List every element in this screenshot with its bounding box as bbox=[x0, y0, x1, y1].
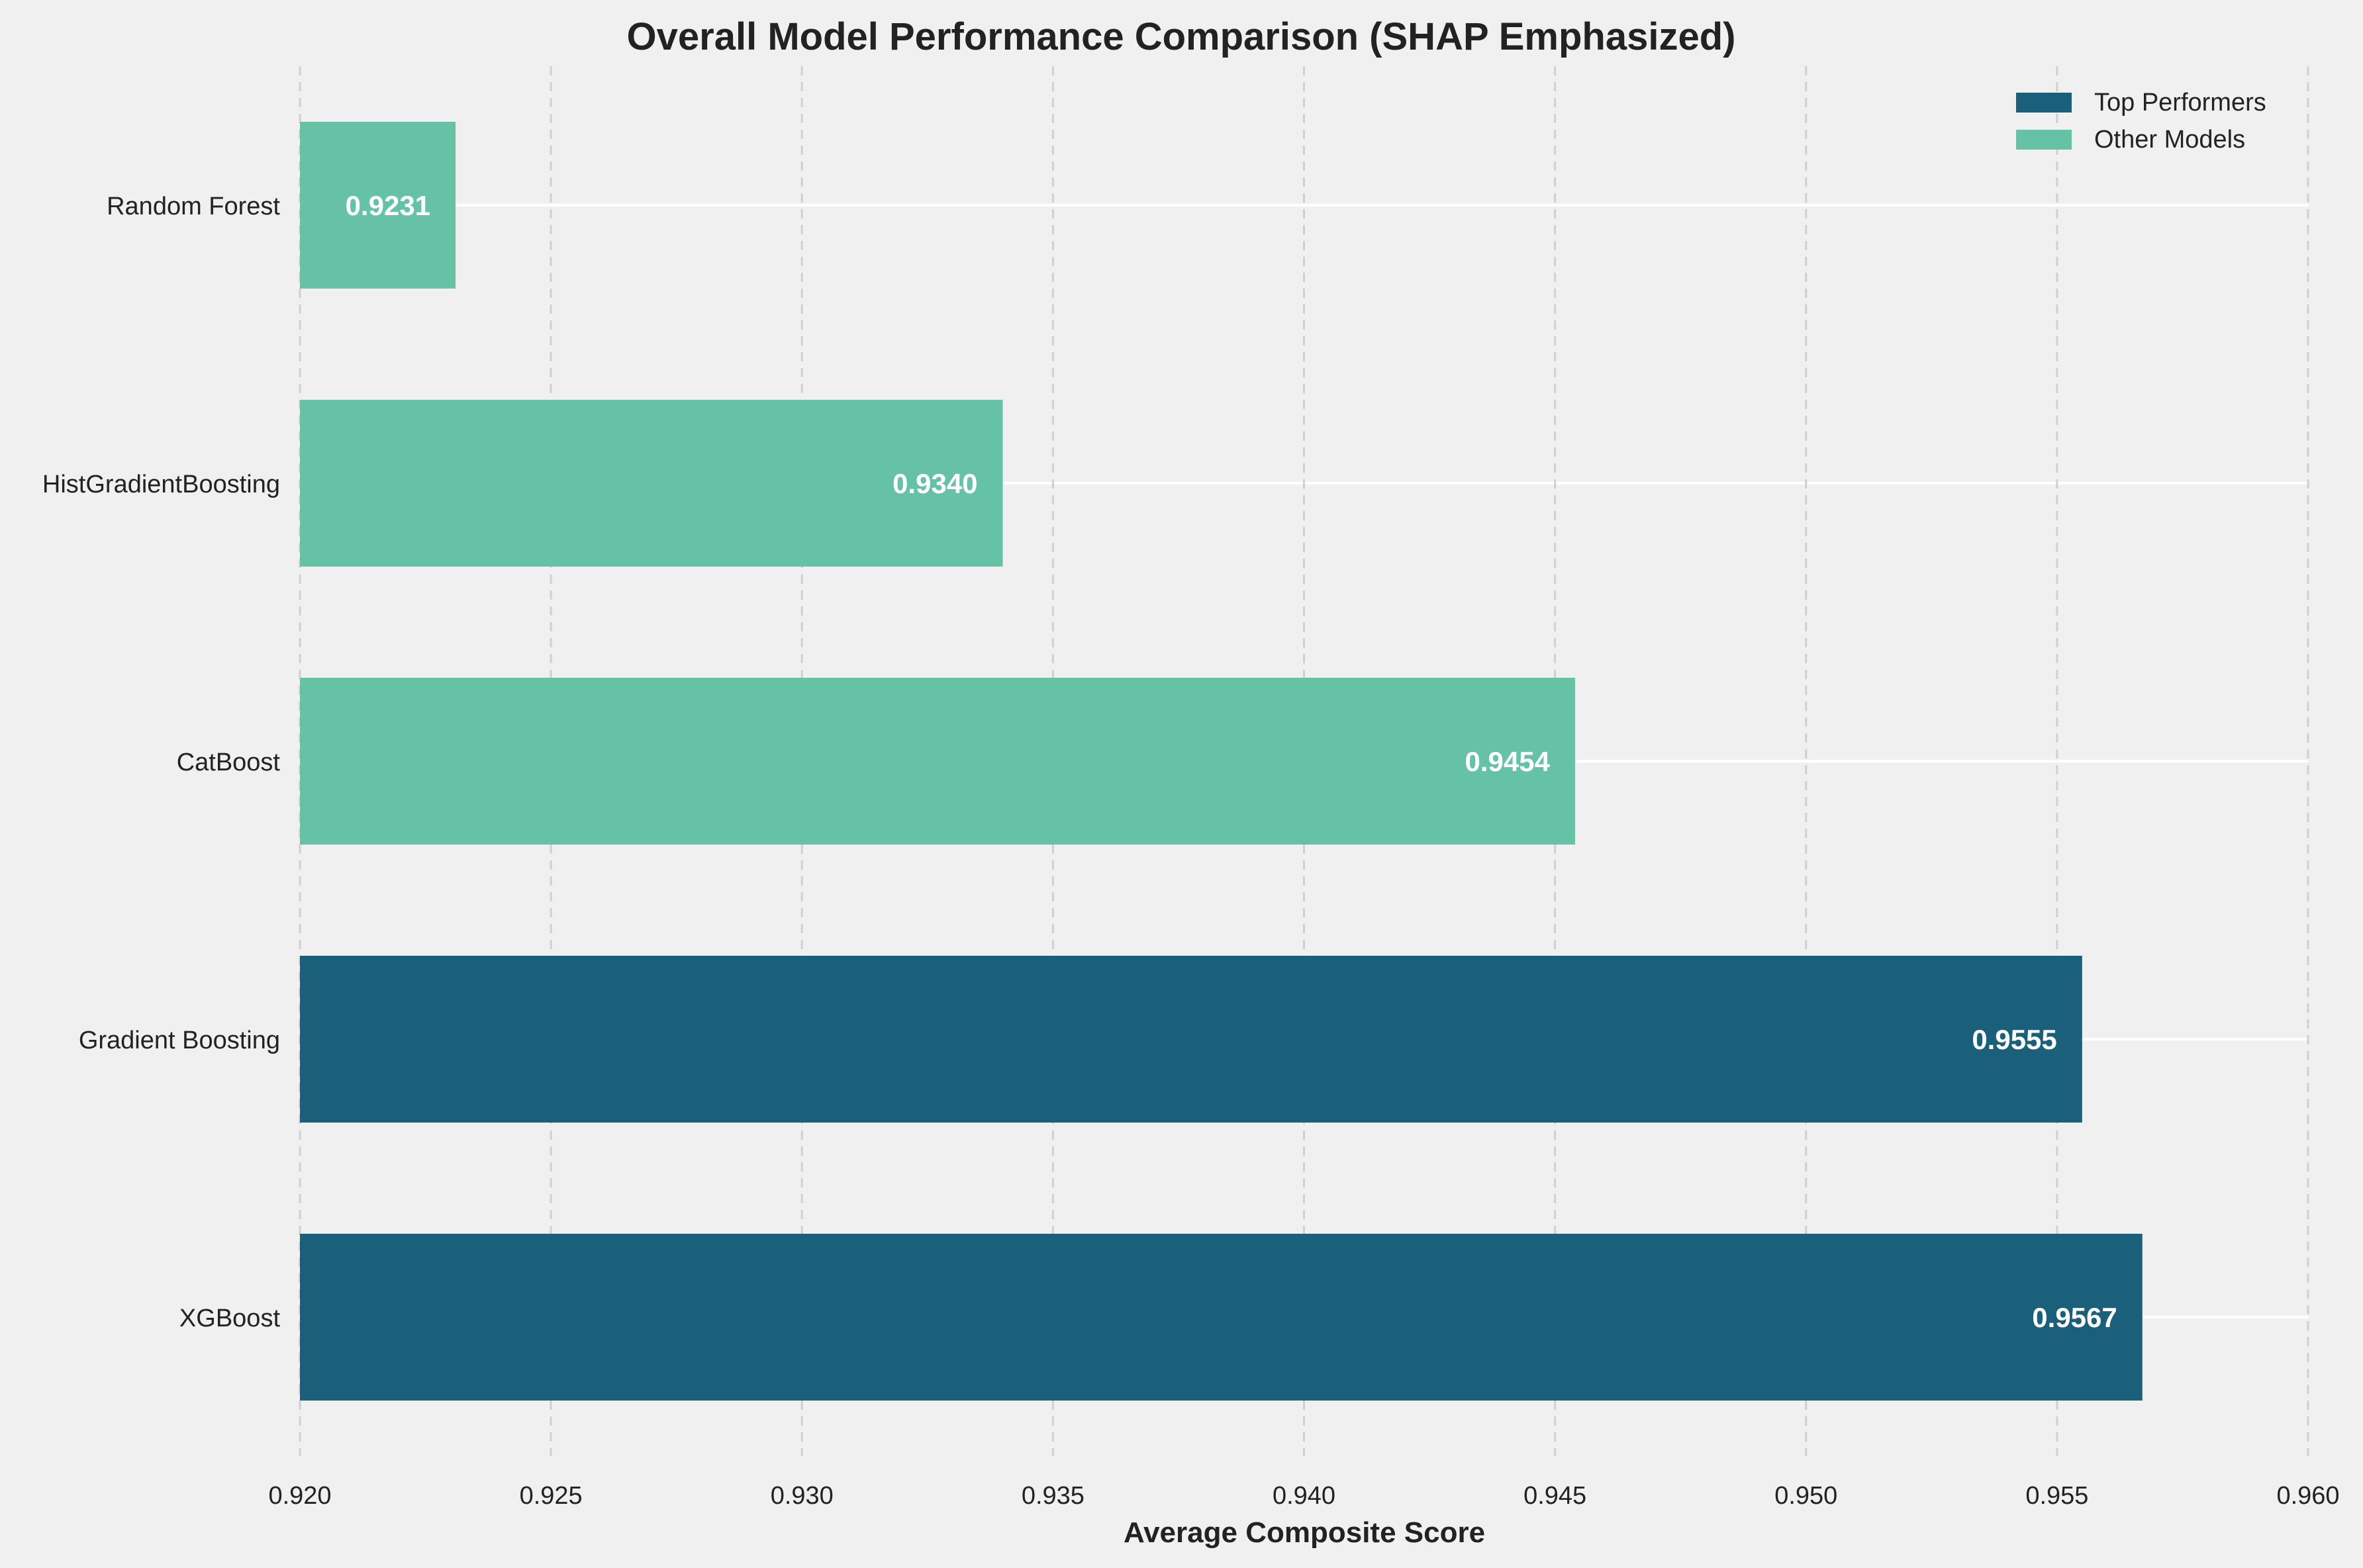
x-tick-label: 0.930 bbox=[771, 1482, 834, 1510]
y-tick-label: CatBoost bbox=[177, 749, 281, 776]
axis-ticks: XGBoost Gradient Boosting CatBoost HistGrad… bbox=[42, 193, 2340, 1510]
bar-value-label: 0.9567 bbox=[2032, 1302, 2117, 1333]
x-axis-label: Average Composite Score bbox=[1124, 1516, 1485, 1549]
bar bbox=[300, 122, 456, 289]
bar-value-label: 0.9340 bbox=[892, 468, 977, 499]
legend-label: Top Performers bbox=[2094, 89, 2266, 116]
x-tick-label: 0.935 bbox=[1022, 1482, 1085, 1510]
x-tick-label: 0.960 bbox=[2276, 1482, 2339, 1510]
bar-value-label: 0.9555 bbox=[1972, 1024, 2056, 1055]
x-tick-label: 0.955 bbox=[2025, 1482, 2088, 1510]
y-tick-label: Gradient Boosting bbox=[79, 1027, 280, 1054]
bar bbox=[300, 678, 1575, 845]
y-tick-label: HistGradientBoosting bbox=[42, 471, 280, 498]
x-tick-label: 0.945 bbox=[1523, 1482, 1586, 1510]
bar bbox=[300, 956, 2082, 1123]
bar-value-label: 0.9454 bbox=[1465, 746, 1550, 777]
bars: 0.9567 0.9555 0.9454 0.9340 0.9231 bbox=[300, 122, 2143, 1401]
x-tick-label: 0.940 bbox=[1273, 1482, 1335, 1510]
x-tick-label: 0.950 bbox=[1774, 1482, 1837, 1510]
bar bbox=[300, 400, 1003, 567]
y-tick-label: XGBoost bbox=[179, 1305, 281, 1332]
bar-value-label: 0.9231 bbox=[346, 190, 430, 221]
legend: Top Performers Other Models bbox=[2016, 89, 2266, 154]
chart-title: Overall Model Performance Comparison (SH… bbox=[627, 15, 1736, 58]
x-tick-label: 0.920 bbox=[268, 1482, 331, 1510]
legend-label: Other Models bbox=[2094, 126, 2245, 154]
x-tick-label: 0.925 bbox=[520, 1482, 583, 1510]
legend-swatch bbox=[2016, 130, 2072, 150]
legend-swatch bbox=[2016, 93, 2072, 113]
y-tick-label: Random Forest bbox=[107, 193, 280, 220]
bar bbox=[300, 1234, 2143, 1401]
